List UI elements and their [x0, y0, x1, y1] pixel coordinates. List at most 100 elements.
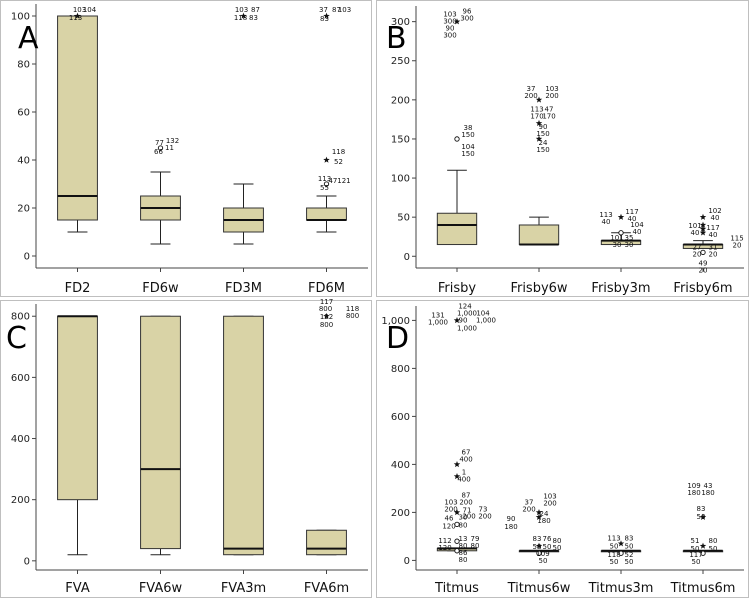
outlier-label: 20	[699, 266, 708, 274]
outlier-label: 31	[709, 243, 718, 251]
x-category-label: FD2	[65, 281, 91, 296]
outlier-circle	[700, 550, 706, 556]
outlier-star	[699, 513, 707, 520]
outlier-star	[699, 229, 707, 236]
outlier-group	[699, 229, 707, 236]
outlier-group	[699, 221, 707, 228]
outlier-label: 124	[458, 302, 472, 310]
outlier-label: 1,000	[428, 318, 448, 326]
outlier-label: 117	[689, 551, 702, 559]
outlier-label: 200	[462, 512, 475, 520]
outlier-star	[617, 540, 625, 547]
outlier-label: 117	[625, 208, 638, 216]
outlier-label: 73	[479, 505, 488, 513]
outlier-label: 40	[691, 229, 700, 237]
outlier-label: 109	[687, 482, 700, 490]
outlier-label: 66	[154, 148, 163, 156]
outlier-label: 50	[533, 543, 542, 551]
outlier-label: 300	[443, 18, 456, 26]
outlier-circle	[454, 548, 460, 554]
outlier-label: 180	[504, 523, 517, 531]
box-body	[306, 529, 347, 556]
outlier-label: 47121	[328, 177, 350, 185]
chart-panel-d: D 0 200 400 600 800 1,000 Titmus Titmus6w Titmus3…	[376, 300, 749, 598]
box-fva6w	[140, 315, 181, 556]
outlier-circle	[618, 550, 624, 556]
outlier-label: 200	[478, 512, 491, 520]
outlier-star	[535, 509, 543, 516]
outlier-star	[535, 542, 543, 549]
panel-letter: C	[6, 321, 27, 356]
outlier-label: 117	[706, 224, 719, 232]
outlier-label: 46	[445, 514, 454, 522]
outlier-label: 90	[459, 316, 468, 324]
y-tick-label: 1,000	[381, 316, 410, 327]
outlier-label: 50	[692, 558, 701, 566]
outlier-label: 80	[459, 556, 468, 564]
outlier-circle	[536, 550, 542, 556]
outlier-label: 104	[83, 6, 97, 14]
y-tick-label: 600	[391, 412, 410, 423]
y-tick-label: 200	[391, 95, 410, 106]
outlier-label: 40	[633, 228, 642, 236]
outlier-label: 27	[693, 243, 702, 251]
outlier-label: 103	[235, 6, 248, 14]
outlier-label: 40	[602, 218, 611, 226]
outlier-label: 103	[545, 85, 558, 93]
outlier-circle	[454, 538, 460, 544]
outlier-star	[535, 96, 543, 103]
panel-letter: A	[18, 21, 39, 56]
outlier-label: 118	[346, 305, 359, 313]
y-tick-label: 400	[11, 434, 30, 445]
outlier-label: 118	[607, 551, 620, 559]
outlier-label: 200	[444, 505, 457, 513]
outlier-label: 1	[462, 468, 466, 476]
outlier-label: 38	[464, 124, 473, 132]
box-fva3m	[223, 315, 264, 556]
outlier-label: 83	[249, 14, 258, 22]
outlier-label: 103	[543, 492, 556, 500]
panel-letter: B	[386, 21, 407, 56]
outlier-label: 104	[476, 309, 490, 317]
x-category-label: FD6M	[308, 281, 345, 296]
y-tick-label: 0	[404, 556, 410, 567]
outlier-label: 113	[69, 14, 82, 22]
outlier-label: 300	[443, 32, 456, 40]
outlier-label: 117	[320, 298, 333, 306]
outlier-label: 1,000	[476, 316, 496, 324]
box-body	[518, 224, 560, 246]
outlier-label: 120	[442, 522, 455, 530]
outlier-star	[323, 312, 330, 319]
x-category-label: Titmus3m	[588, 581, 654, 596]
y-tick-label: 0	[404, 252, 410, 263]
y-tick-label: 400	[391, 460, 410, 471]
outlier-star	[453, 461, 461, 468]
outlier-label: 80	[553, 537, 562, 545]
y-tick-label: 0	[24, 556, 30, 567]
outlier-star	[699, 213, 707, 220]
box-frisby3m	[600, 232, 642, 246]
box-body	[140, 315, 181, 550]
outlier-star	[453, 317, 461, 324]
outlier-label: 67	[462, 448, 471, 456]
outlier-label: 80	[471, 542, 480, 550]
outlier-label: 115	[730, 234, 743, 242]
outlier-label: 1,000	[457, 324, 477, 332]
outlier-label: 50	[610, 558, 619, 566]
outlier-label: 103	[73, 6, 86, 14]
x-category-label: FD3M	[225, 281, 262, 296]
